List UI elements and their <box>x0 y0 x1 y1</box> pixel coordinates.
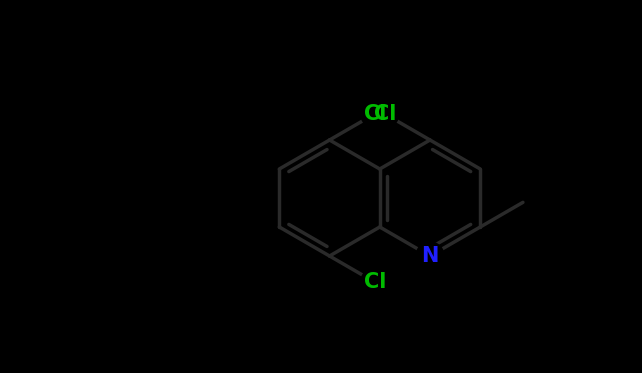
Circle shape <box>361 100 389 128</box>
Circle shape <box>371 100 399 128</box>
Text: N: N <box>421 246 438 266</box>
Circle shape <box>416 242 444 270</box>
Circle shape <box>361 268 389 296</box>
Text: Cl: Cl <box>374 104 396 124</box>
Text: Cl: Cl <box>363 272 386 292</box>
Text: Cl: Cl <box>363 104 386 124</box>
